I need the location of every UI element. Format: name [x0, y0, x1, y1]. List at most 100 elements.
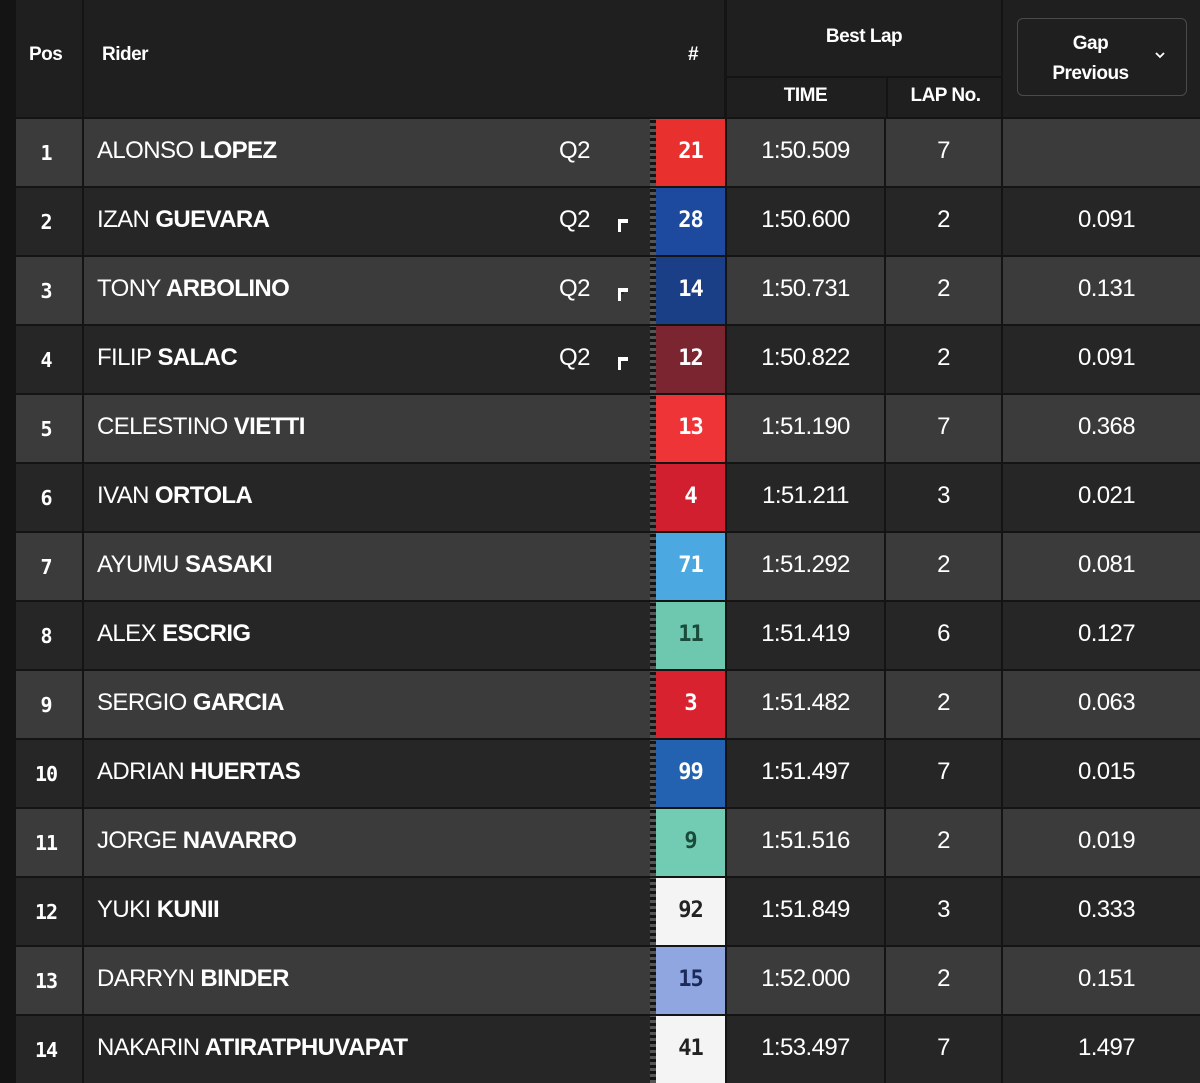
rider-number: 3: [684, 691, 697, 716]
rider-number: 13: [678, 415, 704, 440]
lap-number: 7: [937, 758, 950, 785]
table-row[interactable]: 7 AYUMU SASAKI 71 1:51.292 2 0.081: [16, 533, 1200, 600]
lap-cell: 7: [886, 119, 1001, 186]
lap-cell: 2: [886, 188, 1001, 255]
rider-first-name: ADRIAN: [97, 758, 185, 785]
rider-name: IVAN ORTOLA: [97, 482, 253, 510]
table-row[interactable]: 11 JORGE NAVARRO 9 1:51.516 2 0.019: [16, 809, 1200, 876]
table-row[interactable]: 9 SERGIO GARCIA 3 1:51.482 2 0.063: [16, 671, 1200, 738]
lap-cell: 2: [886, 533, 1001, 600]
rider-last-name: HUERTAS: [190, 758, 301, 785]
table-row[interactable]: 14 NAKARIN ATIRATPHUVAPAT 41 1:53.497 7 1.497: [16, 1016, 1200, 1083]
gap-previous: 1.497: [1077, 1034, 1136, 1061]
rider-name: CELESTINO VIETTI: [97, 413, 305, 441]
lap-number: 7: [937, 413, 950, 440]
gap-cell: 0.063: [1003, 671, 1200, 738]
table-row[interactable]: 3 TONY ARBOLINO Q2 14 1:50.731 2 0.131: [16, 257, 1200, 324]
rider-last-name: ESCRIG: [162, 620, 251, 647]
pos-cell: 6: [16, 464, 82, 531]
lap-cell: 2: [886, 809, 1001, 876]
rider-first-name: FILIP: [97, 344, 152, 371]
number-plate: 14: [656, 257, 725, 324]
table-row[interactable]: 1 ALONSO LOPEZ Q2 21 1:50.509 7: [16, 119, 1200, 186]
rider-first-name: IZAN: [97, 206, 150, 233]
best-time: 1:51.497: [761, 758, 850, 785]
table-row[interactable]: 12 YUKI KUNII 92 1:51.849 3 0.333: [16, 878, 1200, 945]
rider-last-name: GARCIA: [192, 689, 285, 716]
rider-last-name: ATIRATPHUVAPAT: [204, 1034, 408, 1061]
rider-cell: ADRIAN HUERTAS: [84, 740, 650, 807]
row-divider: [650, 740, 656, 807]
best-time-cell: 1:51.211: [727, 464, 884, 531]
row-divider: [650, 395, 656, 462]
position: 12: [34, 900, 58, 924]
lap-number: 2: [937, 689, 950, 716]
number-plate: 92: [656, 878, 725, 945]
rider-number: 28: [678, 208, 704, 233]
table-row[interactable]: 13 DARRYN BINDER 15 1:52.000 2 0.151: [16, 947, 1200, 1014]
position: 9: [40, 693, 52, 717]
rider-number: 12: [678, 346, 704, 371]
pos-header-label: Pos: [29, 44, 63, 65]
lap-number: 2: [937, 965, 950, 992]
pos-cell: 10: [16, 740, 82, 807]
number-plate: 9: [656, 809, 725, 876]
gap-cell: 0.091: [1003, 326, 1200, 393]
table-row[interactable]: 8 ALEX ESCRIG 11 1:51.419 6 0.127: [16, 602, 1200, 669]
rider-name: AYUMU SASAKI: [97, 551, 273, 579]
rider-name: FILIP SALAC: [97, 344, 238, 372]
rider-number: 92: [678, 898, 704, 923]
gap-label-line2: Previous: [1052, 63, 1129, 84]
header-rider: Rider #: [84, 0, 724, 117]
rider-cell: ALEX ESCRIG: [84, 602, 650, 669]
table-row[interactable]: 2 IZAN GUEVARA Q2 28 1:50.600 2 0.091: [16, 188, 1200, 255]
table-row[interactable]: 10 ADRIAN HUERTAS 99 1:51.497 7 0.015: [16, 740, 1200, 807]
rider-last-name: ARBOLINO: [166, 275, 290, 302]
gap-previous: 0.368: [1077, 413, 1136, 440]
rider-last-name: VIETTI: [233, 413, 306, 440]
position: 4: [40, 348, 52, 372]
lap-number: 3: [937, 896, 950, 923]
rider-cell: AYUMU SASAKI: [84, 533, 650, 600]
pos-cell: 4: [16, 326, 82, 393]
position: 7: [40, 555, 52, 579]
number-header-label: #: [688, 44, 699, 65]
rider-first-name: IVAN: [97, 482, 149, 509]
table-row[interactable]: 5 CELESTINO VIETTI 13 1:51.190 7 0.368: [16, 395, 1200, 462]
gap-previous: 0.015: [1077, 758, 1136, 785]
row-divider: [650, 878, 656, 945]
lap-number: 2: [937, 275, 950, 302]
rider-number: 21: [678, 139, 704, 164]
lap-number: 3: [937, 482, 950, 509]
row-divider: [650, 464, 656, 531]
flag-icon: [618, 219, 628, 232]
rider-first-name: SERGIO: [97, 689, 187, 716]
position: 3: [40, 279, 52, 303]
lap-number: 2: [937, 827, 950, 854]
gap-cell: 0.368: [1003, 395, 1200, 462]
gap-cell: 0.127: [1003, 602, 1200, 669]
best-time-cell: 1:53.497: [727, 1016, 884, 1083]
best-time: 1:51.849: [761, 896, 850, 923]
best-lap-header-label: Best Lap: [825, 26, 903, 47]
table-row[interactable]: 4 FILIP SALAC Q2 12 1:50.822 2 0.091: [16, 326, 1200, 393]
best-time-cell: 1:50.509: [727, 119, 884, 186]
lap-cell: 2: [886, 326, 1001, 393]
rider-cell: NAKARIN ATIRATPHUVAPAT: [84, 1016, 650, 1083]
number-plate: 4: [656, 464, 725, 531]
number-plate: 71: [656, 533, 725, 600]
gap-cell: 0.131: [1003, 257, 1200, 324]
rider-number: 71: [678, 553, 704, 578]
rider-cell: CELESTINO VIETTI: [84, 395, 650, 462]
row-divider: [650, 533, 656, 600]
row-divider: [650, 326, 656, 393]
lap-cell: 6: [886, 602, 1001, 669]
time-header-label: TIME: [783, 85, 828, 106]
lap-no-header-label: LAP No.: [886, 78, 1003, 117]
gap-previous: 0.091: [1077, 344, 1136, 371]
pos-cell: 9: [16, 671, 82, 738]
best-time-cell: 1:51.497: [727, 740, 884, 807]
gap-mode-dropdown[interactable]: Gap Previous: [1017, 18, 1187, 96]
rider-name: NAKARIN ATIRATPHUVAPAT: [97, 1034, 408, 1062]
table-row[interactable]: 6 IVAN ORTOLA 4 1:51.211 3 0.021: [16, 464, 1200, 531]
